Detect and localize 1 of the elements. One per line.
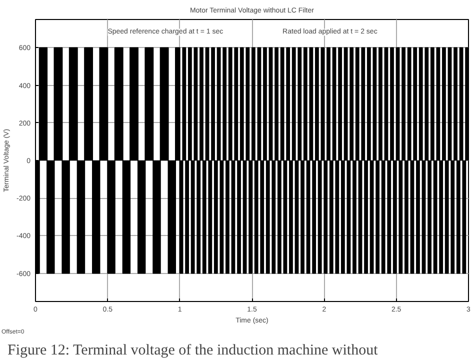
caption: Figure 12: Terminal voltage of the induction machine without [8, 342, 379, 358]
